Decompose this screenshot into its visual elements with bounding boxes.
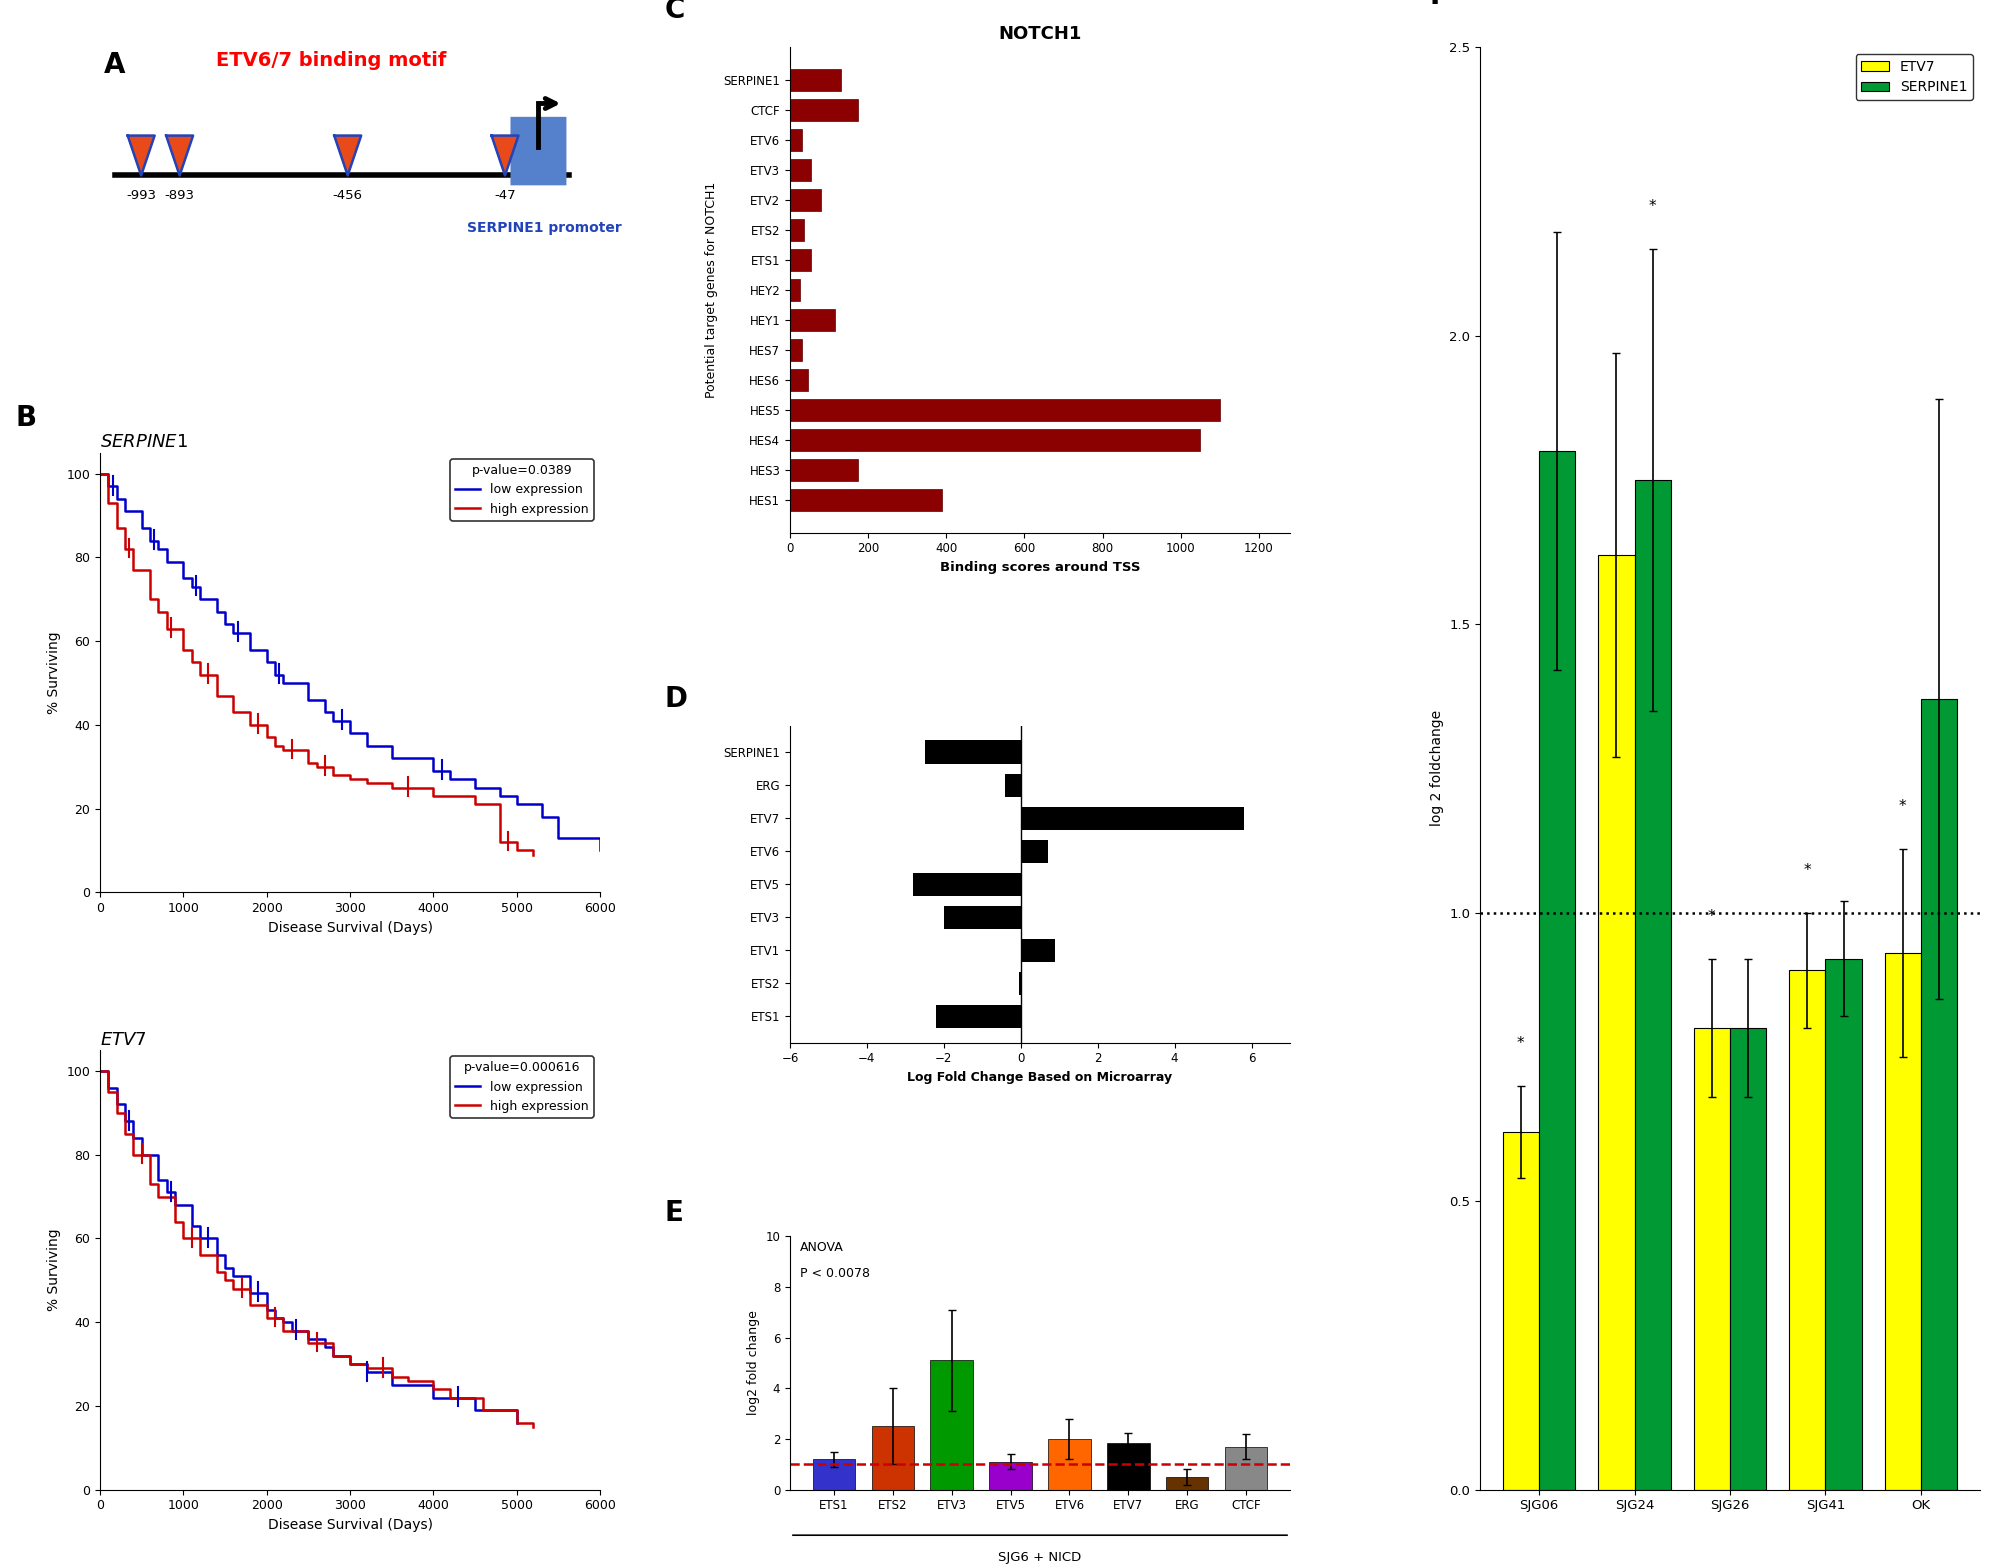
Bar: [1006, 773, 1020, 797]
Bar: [790, 339, 802, 361]
Text: B: B: [16, 405, 36, 433]
X-axis label: Disease Survival (Days): Disease Survival (Days): [268, 920, 432, 935]
Text: $\it{ETV7}$: $\it{ETV7}$: [100, 1030, 146, 1049]
Text: ETV6/7 binding motif: ETV6/7 binding motif: [216, 52, 446, 71]
Bar: [1224, 1447, 1268, 1490]
Text: SJG6 + NICD: SJG6 + NICD: [998, 1551, 1082, 1563]
Text: *: *: [1648, 199, 1656, 215]
Bar: [1020, 839, 1048, 864]
Text: D: D: [664, 685, 688, 713]
Bar: [1048, 1439, 1090, 1490]
Bar: [1020, 939, 1056, 963]
Bar: [1020, 806, 1244, 831]
Bar: [790, 69, 840, 91]
Legend: low expression, high expression: low expression, high expression: [450, 1057, 594, 1118]
Legend: low expression, high expression: low expression, high expression: [450, 459, 594, 521]
Bar: [790, 190, 822, 210]
Bar: [812, 1460, 856, 1490]
Y-axis label: Potential target genes for NOTCH1: Potential target genes for NOTCH1: [704, 182, 718, 398]
Bar: [1166, 1477, 1208, 1490]
Text: $\it{SERPINE1}$: $\it{SERPINE1}$: [100, 433, 188, 452]
Y-axis label: % Surviving: % Surviving: [46, 1228, 60, 1311]
Text: P < 0.0078: P < 0.0078: [800, 1267, 870, 1279]
Bar: [790, 309, 834, 331]
Bar: [924, 740, 1020, 764]
Legend: ETV7, SERPINE1: ETV7, SERPINE1: [1856, 53, 1974, 100]
Bar: [1108, 1443, 1150, 1490]
Bar: [1634, 480, 1670, 1490]
Bar: [1790, 971, 1826, 1490]
Bar: [936, 1005, 1020, 1029]
X-axis label: Log Fold Change Based on Microarray: Log Fold Change Based on Microarray: [908, 1071, 1172, 1083]
X-axis label: Disease Survival (Days): Disease Survival (Days): [268, 1518, 432, 1532]
Polygon shape: [166, 135, 194, 176]
Text: -456: -456: [332, 188, 362, 202]
Text: C: C: [664, 0, 686, 24]
Text: A: A: [104, 52, 126, 80]
Y-axis label: log2 fold change: log2 fold change: [746, 1311, 760, 1416]
Bar: [790, 489, 942, 511]
Bar: [1598, 555, 1634, 1490]
X-axis label: Binding scores around TSS: Binding scores around TSS: [940, 561, 1140, 574]
Bar: [790, 398, 1220, 420]
Text: *: *: [1804, 862, 1812, 878]
Polygon shape: [492, 135, 518, 176]
Bar: [790, 129, 802, 151]
Y-axis label: % Surviving: % Surviving: [46, 632, 60, 713]
Bar: [790, 158, 812, 180]
Bar: [1540, 452, 1576, 1490]
Bar: [1884, 953, 1920, 1490]
Bar: [790, 368, 808, 390]
Bar: [1826, 958, 1862, 1490]
Bar: [872, 1427, 914, 1490]
Text: *: *: [1708, 909, 1716, 924]
Text: *: *: [1518, 1036, 1524, 1051]
Text: F: F: [1430, 0, 1448, 9]
Bar: [790, 430, 1200, 450]
Bar: [790, 249, 812, 271]
Text: *: *: [1900, 800, 1906, 814]
Text: SERPINE1 promoter: SERPINE1 promoter: [466, 221, 622, 235]
Text: -47: -47: [494, 188, 516, 202]
FancyBboxPatch shape: [512, 118, 566, 185]
Bar: [944, 906, 1020, 930]
Bar: [990, 1461, 1032, 1490]
Bar: [1730, 1029, 1766, 1490]
Polygon shape: [334, 135, 362, 176]
Bar: [914, 872, 1020, 897]
Text: -993: -993: [126, 188, 156, 202]
Bar: [790, 99, 858, 121]
Title: NOTCH1: NOTCH1: [998, 25, 1082, 42]
Bar: [1920, 699, 1958, 1490]
Bar: [790, 220, 804, 240]
Text: E: E: [664, 1200, 684, 1228]
Y-axis label: log 2 foldchange: log 2 foldchange: [1430, 710, 1444, 826]
Text: ANOVA: ANOVA: [800, 1242, 844, 1254]
Bar: [930, 1361, 972, 1490]
Bar: [790, 279, 800, 301]
Text: -893: -893: [164, 188, 194, 202]
Bar: [1502, 1132, 1540, 1490]
Polygon shape: [128, 135, 154, 176]
Bar: [790, 459, 858, 480]
Bar: [1694, 1029, 1730, 1490]
